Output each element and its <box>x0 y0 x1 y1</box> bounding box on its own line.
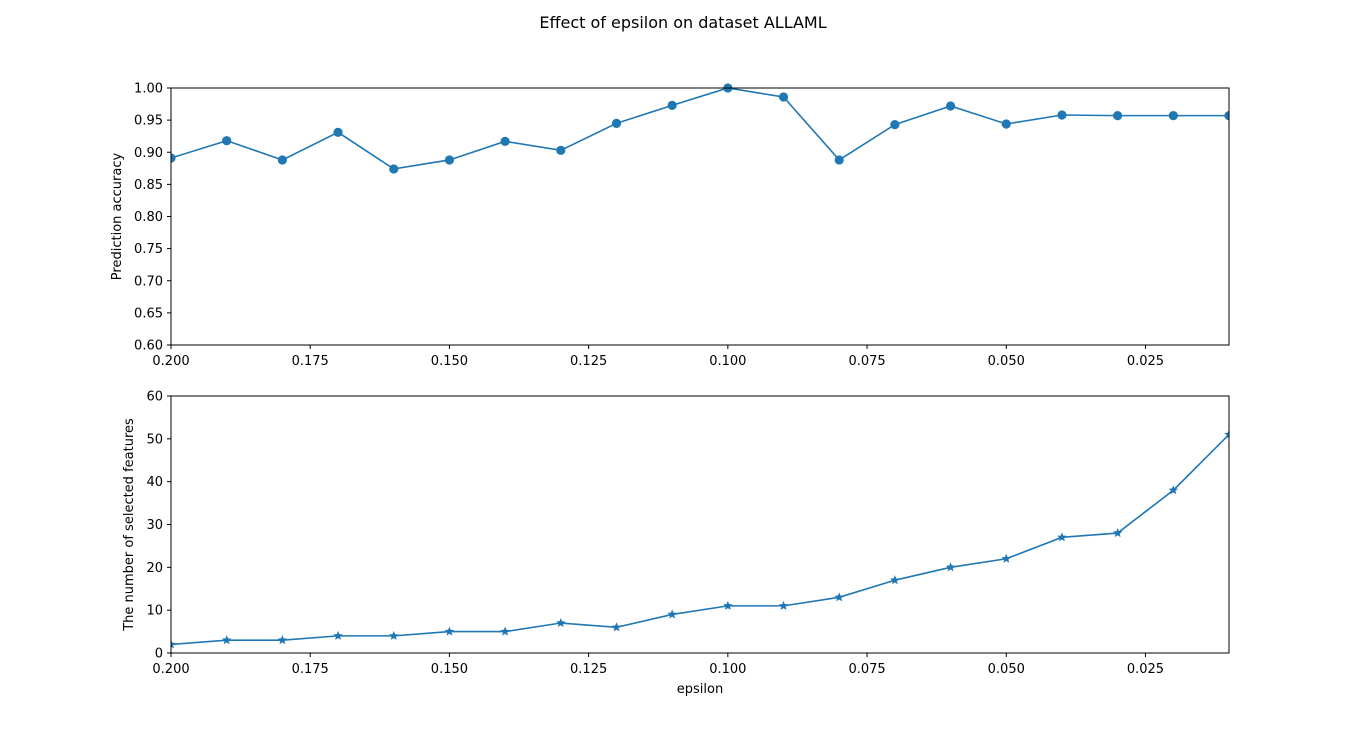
bottom-data-point <box>444 626 455 636</box>
bottom-data-point <box>1224 429 1229 439</box>
top-y-tick-label: 0.85 <box>134 178 163 193</box>
top-series-line <box>171 87 1229 170</box>
bottom-data-point <box>388 630 399 640</box>
top-data-point <box>945 101 956 111</box>
bottom-data-point <box>611 622 622 632</box>
top-x-tick-label: 0.025 <box>1127 354 1164 369</box>
top-y-tick-label: 0.70 <box>134 274 163 289</box>
top-data-point <box>500 136 510 146</box>
top-data-point <box>1224 111 1229 121</box>
top-x-tick-label: 0.175 <box>292 354 329 369</box>
top-axes-frame <box>170 87 1230 346</box>
top-data-point <box>890 120 900 130</box>
bottom-data-point <box>1057 532 1067 542</box>
top-series <box>171 83 1229 174</box>
top-y-tick-label: 0.75 <box>134 242 163 257</box>
bottom-data-point <box>1001 553 1012 563</box>
top-x-tick-label: 0.125 <box>570 354 607 369</box>
bottom-y-tick-label: 20 <box>146 561 163 576</box>
bottom-y-tick-label: 60 <box>146 390 163 405</box>
top-data-point <box>389 164 399 174</box>
chart-title: Effect of epsilon on dataset ALLAML <box>539 13 826 32</box>
bottom-x-tick-label: 0.150 <box>431 662 468 677</box>
top-y-tick-label: 0.65 <box>134 306 163 321</box>
bottom-x-tick-label: 0.050 <box>988 662 1025 677</box>
top-x-tick-label: 0.100 <box>709 354 746 369</box>
top-y-tick-label: 0.90 <box>134 146 163 161</box>
bottom-y-tick-label: 50 <box>146 432 163 447</box>
top-data-point <box>222 136 232 146</box>
top-x-tick-label: 0.200 <box>152 354 189 369</box>
bottom-x-tick-label: 0.175 <box>292 662 329 677</box>
top-y-tick-label: 1.00 <box>134 82 163 97</box>
bottom-y-tick-label: 10 <box>146 604 163 619</box>
bottom-data-point <box>221 635 232 645</box>
top-data-point <box>1057 110 1067 120</box>
top-data-point <box>171 153 176 163</box>
bottom-x-axis-label: epsilon <box>677 682 723 697</box>
top-x-tick-label: 0.075 <box>848 354 885 369</box>
top-x-tick-label: 0.050 <box>988 354 1025 369</box>
bottom-x-tick-label: 0.200 <box>152 662 189 677</box>
top-panel: 0.200 0.175 0.150 0.125 0.100 0.075 0.050 0.025… <box>110 82 1230 369</box>
bottom-y-axis-label: The number of selected features <box>122 418 137 632</box>
bottom-x-tick-label: 0.100 <box>709 662 746 677</box>
bottom-axes-frame <box>170 395 1230 654</box>
top-data-point <box>1113 111 1123 121</box>
bottom-x-tick-label: 0.125 <box>570 662 607 677</box>
bottom-series-line <box>171 433 1229 646</box>
bottom-x-tick-label: 0.075 <box>848 662 885 677</box>
bottom-data-point <box>556 618 566 628</box>
top-y-tick-label: 0.60 <box>134 339 163 354</box>
top-data-point <box>333 127 343 137</box>
top-y-tick-label: 0.80 <box>134 210 163 225</box>
bottom-panel: 0.200 0.175 0.150 0.125 0.100 0.075 0.050 0.025… <box>122 390 1230 697</box>
top-y-tick-label: 0.95 <box>134 114 163 129</box>
bottom-data-point <box>277 635 288 645</box>
top-data-point <box>778 92 789 102</box>
top-data-point <box>277 155 287 165</box>
bottom-y-tick-label: 40 <box>146 475 163 490</box>
top-data-point <box>834 155 844 165</box>
bottom-series <box>171 429 1229 649</box>
top-data-point <box>611 118 622 128</box>
bottom-y-tick-label: 30 <box>146 518 163 533</box>
bottom-data-point <box>723 600 733 610</box>
bottom-data-point <box>333 630 343 640</box>
bottom-data-point <box>667 609 677 619</box>
top-data-point <box>556 145 566 155</box>
bottom-data-point <box>778 600 789 610</box>
bottom-x-tick-label: 0.025 <box>1127 662 1164 677</box>
bottom-data-point <box>1112 528 1123 538</box>
bottom-data-point <box>834 592 844 602</box>
bottom-data-point <box>500 626 510 636</box>
top-x-tick-label: 0.150 <box>431 354 468 369</box>
top-y-axis-label: Prediction accuracy <box>110 153 125 281</box>
top-data-point <box>444 155 455 165</box>
bottom-data-point <box>890 575 900 585</box>
top-data-point <box>1001 119 1011 129</box>
top-data-point <box>667 100 677 110</box>
top-data-point <box>1168 111 1178 121</box>
bottom-data-point <box>171 639 176 649</box>
bottom-y-tick-label: 0 <box>155 647 163 662</box>
bottom-data-point <box>1168 485 1179 495</box>
bottom-data-point <box>945 562 956 572</box>
